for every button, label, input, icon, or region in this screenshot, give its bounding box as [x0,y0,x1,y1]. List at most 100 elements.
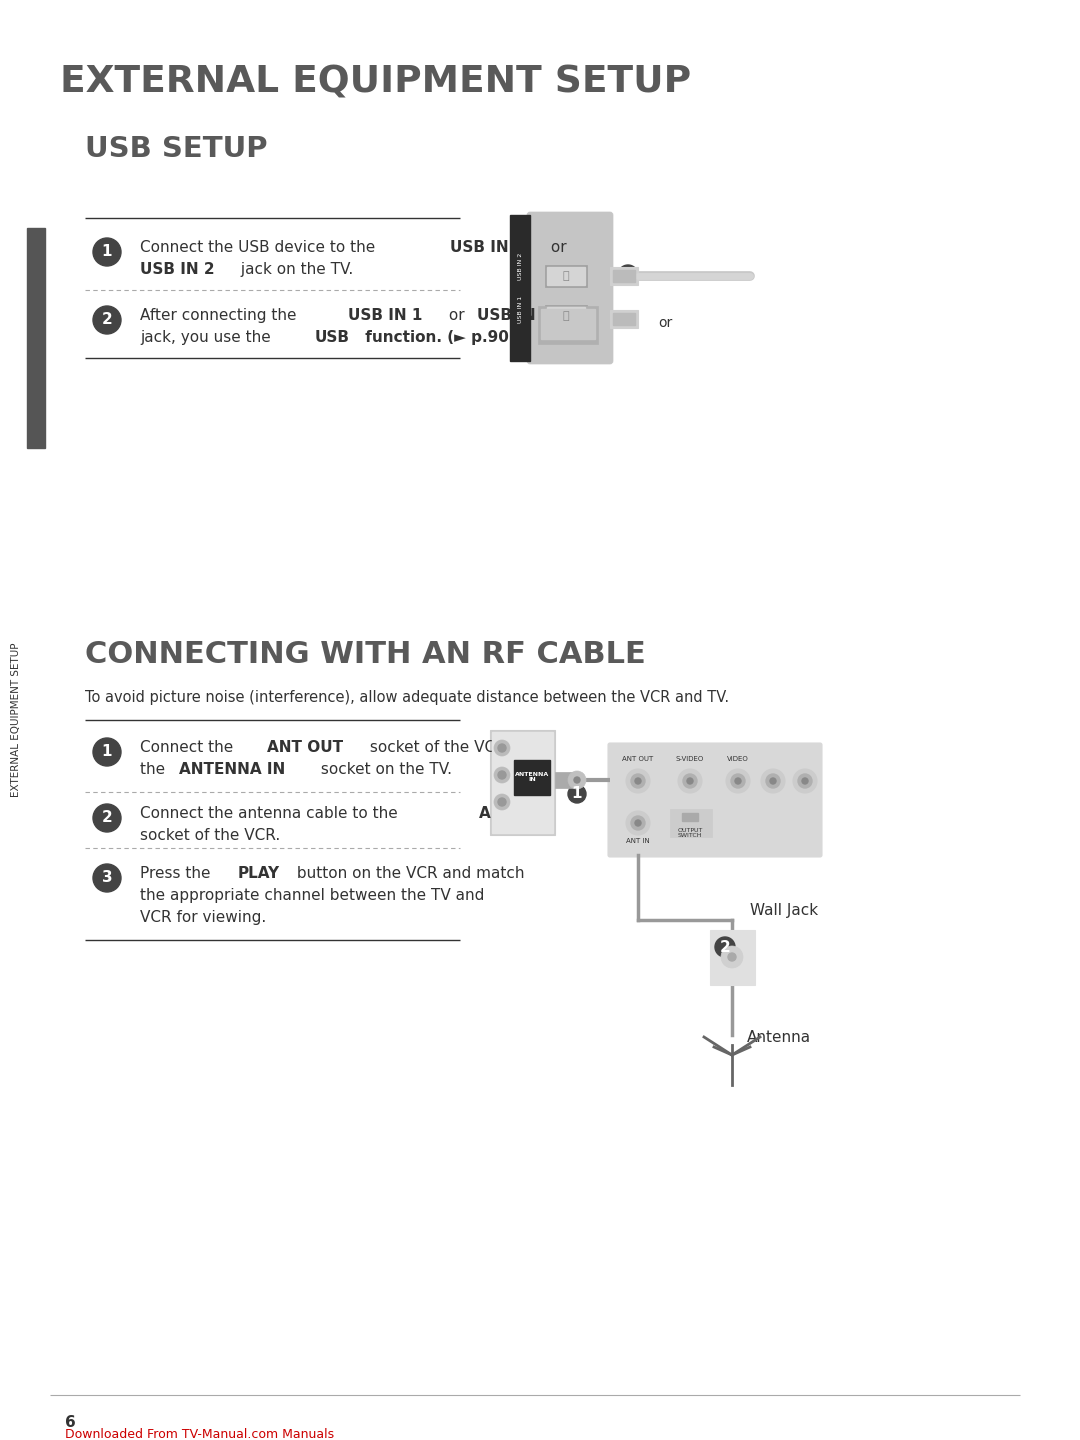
Circle shape [494,768,510,783]
Text: ANT IN: ANT IN [626,838,650,844]
Text: Antenna: Antenna [747,1030,811,1044]
Bar [538,307,598,344]
Text: USB: USB [315,330,350,346]
Bar [514,760,550,795]
Circle shape [626,811,650,835]
FancyBboxPatch shape [608,743,822,857]
Text: the appropriate channel between the TV and: the appropriate channel between the TV a… [140,888,484,903]
Circle shape [715,937,735,958]
Text: ANT OUT: ANT OUT [267,740,342,755]
Text: socket of the VCR.: socket of the VCR. [140,828,280,842]
FancyBboxPatch shape [527,212,613,364]
Circle shape [568,770,586,789]
Bar [710,930,755,985]
Text: USB IN 2: USB IN 2 [477,308,552,323]
Circle shape [635,819,642,827]
Bar [610,266,638,285]
Text: EXTERNAL EQUIPMENT SETUP: EXTERNAL EQUIPMENT SETUP [60,65,691,101]
Text: Connect the antenna cable to the: Connect the antenna cable to the [140,806,403,821]
Text: USB IN 1: USB IN 1 [450,240,524,255]
Circle shape [494,793,510,809]
Text: CONNECTING WITH AN RF CABLE: CONNECTING WITH AN RF CABLE [85,639,646,670]
Bar [545,305,588,327]
Text: VIDEO: VIDEO [727,756,748,762]
Bar [681,814,698,821]
Text: 6: 6 [65,1416,76,1430]
Text: Connect the USB device to the: Connect the USB device to the [140,240,380,255]
Circle shape [498,770,507,779]
Bar [492,732,553,832]
Bar [545,265,588,287]
Circle shape [635,778,642,783]
Text: USB IN 2: USB IN 2 [140,262,215,276]
Circle shape [798,775,812,788]
Text: ANTENNA IN: ANTENNA IN [178,762,285,778]
Text: 2: 2 [102,811,112,825]
Text: jack on the TV.: jack on the TV. [237,262,353,276]
Text: OUTPUT
SWITCH: OUTPUT SWITCH [677,828,703,838]
Bar [613,271,635,282]
Text: 1: 1 [102,245,112,259]
Circle shape [573,778,580,783]
Text: ⌗: ⌗ [563,271,569,281]
Text: USB IN 2: USB IN 2 [517,252,523,279]
Text: Press the: Press the [140,865,215,881]
Text: Connect the: Connect the [140,740,238,755]
Text: socket of the VCR to: socket of the VCR to [365,740,526,755]
Text: To avoid picture noise (interference), allow adequate distance between the VCR a: To avoid picture noise (interference), a… [85,690,729,706]
Circle shape [93,864,121,891]
Text: 1: 1 [102,744,112,759]
Text: USB SETUP: USB SETUP [85,135,268,163]
Bar [613,312,635,325]
Circle shape [93,238,121,266]
Text: VCR for viewing.: VCR for viewing. [140,910,267,924]
Bar [510,215,530,361]
Circle shape [687,778,693,783]
Bar [555,772,573,788]
Circle shape [735,778,741,783]
Circle shape [93,804,121,832]
Bar [27,228,45,448]
Circle shape [498,798,507,806]
Circle shape [731,775,745,788]
Circle shape [494,740,510,756]
Text: EXTERNAL EQUIPMENT SETUP: EXTERNAL EQUIPMENT SETUP [11,642,21,798]
Circle shape [802,778,808,783]
Text: or: or [545,240,566,255]
Circle shape [93,737,121,766]
Text: the: the [140,762,170,778]
Circle shape [766,775,780,788]
Circle shape [631,816,645,829]
Circle shape [618,265,638,285]
Circle shape [678,769,702,793]
Text: ANT OUT: ANT OUT [622,756,653,762]
Circle shape [793,769,816,793]
Text: or: or [658,315,672,330]
Bar [610,310,638,328]
Text: After connecting the: After connecting the [140,308,301,323]
Bar [541,310,595,338]
Text: Wall Jack: Wall Jack [750,903,819,917]
Circle shape [728,953,735,960]
Circle shape [568,785,586,804]
Circle shape [626,769,650,793]
Circle shape [683,775,697,788]
Circle shape [726,769,750,793]
Circle shape [761,769,785,793]
Bar [490,730,555,835]
Text: function. (► p.90): function. (► p.90) [360,330,516,346]
Text: PLAY: PLAY [238,865,280,881]
Text: ⌗: ⌗ [563,311,569,321]
Text: 2: 2 [102,312,112,327]
Bar [546,266,585,285]
Text: button on the VCR and match: button on the VCR and match [292,865,524,881]
Circle shape [93,307,121,334]
Text: jack, you use the: jack, you use the [140,330,275,346]
Circle shape [631,775,645,788]
Text: 2: 2 [719,939,730,955]
Text: S-VIDEO: S-VIDEO [676,756,704,762]
Circle shape [770,778,777,783]
Text: socket on the TV.: socket on the TV. [315,762,451,778]
Text: 1: 1 [571,786,582,802]
Text: 3: 3 [102,871,112,886]
